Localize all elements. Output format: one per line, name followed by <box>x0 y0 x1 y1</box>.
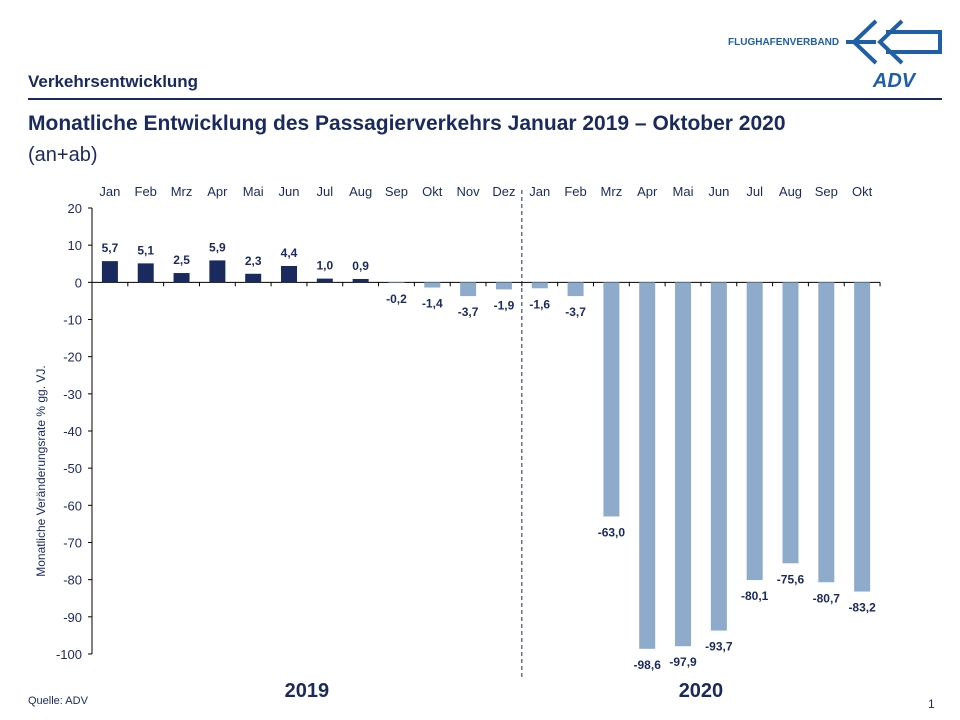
data-label: -80,7 <box>813 591 841 605</box>
bar <box>388 282 405 284</box>
y-tick-label: -20 <box>63 350 82 365</box>
category-label: Mai <box>673 184 694 199</box>
bar <box>173 273 190 283</box>
year-label: 2019 <box>285 680 330 702</box>
category-label: Jun <box>708 184 729 199</box>
data-label: 5,9 <box>209 240 226 254</box>
y-tick-label: 10 <box>68 238 82 253</box>
adv-logo: ADV <box>846 19 942 90</box>
page-number: 1 <box>928 697 935 711</box>
data-label: -1,6 <box>529 297 550 311</box>
bar <box>101 261 118 283</box>
data-label: -63,0 <box>598 525 626 539</box>
category-label: Feb <box>564 184 586 199</box>
data-label: 2,3 <box>245 254 262 268</box>
bar <box>424 282 441 288</box>
bar <box>603 282 620 517</box>
category-label: Jan <box>529 184 550 199</box>
data-label: 5,7 <box>102 241 119 255</box>
y-tick-label: 20 <box>68 201 82 216</box>
y-tick-label: -100 <box>56 647 82 662</box>
category-label: Apr <box>207 184 228 199</box>
section-title: Verkehrsentwicklung <box>28 72 199 91</box>
adv-logo-mark: ADV <box>872 70 917 90</box>
data-label: -97,9 <box>669 655 697 669</box>
category-label: Apr <box>637 184 658 199</box>
data-label: 5,1 <box>137 243 154 257</box>
category-label: Nov <box>457 184 481 199</box>
y-tick-label: -10 <box>63 313 82 328</box>
category-label: Dez <box>492 184 515 199</box>
bar <box>460 282 477 297</box>
data-label: -93,7 <box>705 640 733 654</box>
category-label: Feb <box>135 184 157 199</box>
bar <box>567 282 584 297</box>
chart-title: Monatliche Entwicklung des Passagierverk… <box>28 112 786 135</box>
data-label: 0,9 <box>352 259 369 273</box>
bar <box>316 278 333 283</box>
bar <box>854 282 871 592</box>
y-tick-label: -80 <box>63 573 82 588</box>
category-label: Jul <box>317 184 334 199</box>
logo-text: FLUGHAFENVERBAND <box>728 37 840 48</box>
bar <box>710 282 727 631</box>
data-label: -3,7 <box>458 305 479 319</box>
bar <box>281 265 298 283</box>
data-label: -3,7 <box>565 305 586 319</box>
category-label: Sep <box>385 184 408 199</box>
data-label: -0,2 <box>386 292 407 306</box>
data-label: 1,0 <box>316 259 333 273</box>
category-label: Sep <box>815 184 838 199</box>
y-tick-label: -50 <box>63 461 82 476</box>
y-axis-label: Monatliche Veränderungsrate % gg. VJ. <box>34 365 48 576</box>
data-label: -98,6 <box>634 658 662 672</box>
category-label: Aug <box>779 184 802 199</box>
y-tick-label: -70 <box>63 536 82 551</box>
y-tick-label: -60 <box>63 498 82 513</box>
bar <box>209 260 226 283</box>
bar <box>495 282 512 290</box>
data-label: 2,5 <box>173 253 190 267</box>
header-divider <box>28 98 942 100</box>
category-label: Jun <box>279 184 300 199</box>
data-label: 4,4 <box>281 246 298 260</box>
data-label: -1,9 <box>494 298 515 312</box>
data-label: -83,2 <box>848 601 876 615</box>
year-label: 2020 <box>679 680 724 702</box>
y-tick-label: -90 <box>63 610 82 625</box>
data-label: -1,4 <box>422 297 443 311</box>
data-label: -80,1 <box>741 589 769 603</box>
bar <box>137 263 154 283</box>
chart-subtitle: (an+ab) <box>28 144 98 166</box>
category-label: Mai <box>243 184 264 199</box>
bar <box>352 278 369 283</box>
category-label: Okt <box>422 184 443 199</box>
bar <box>746 282 763 581</box>
bar <box>639 282 656 649</box>
source-note: Quelle: ADV <box>28 695 88 707</box>
bar <box>531 282 548 289</box>
category-label: Mrz <box>601 184 623 199</box>
data-label: -75,6 <box>777 572 805 586</box>
bar <box>818 282 835 583</box>
category-label: Jul <box>746 184 763 199</box>
y-tick-label: -30 <box>63 387 82 402</box>
bar <box>675 282 692 647</box>
category-label: Mrz <box>171 184 193 199</box>
bar <box>782 282 799 564</box>
category-label: Okt <box>852 184 873 199</box>
y-tick-label: -40 <box>63 424 82 439</box>
y-tick-label: 0 <box>75 275 82 290</box>
category-label: Aug <box>349 184 372 199</box>
bar <box>245 273 262 283</box>
category-label: Jan <box>99 184 120 199</box>
